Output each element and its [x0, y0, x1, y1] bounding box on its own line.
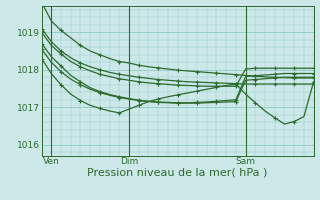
X-axis label: Pression niveau de la mer( hPa ): Pression niveau de la mer( hPa ): [87, 168, 268, 178]
